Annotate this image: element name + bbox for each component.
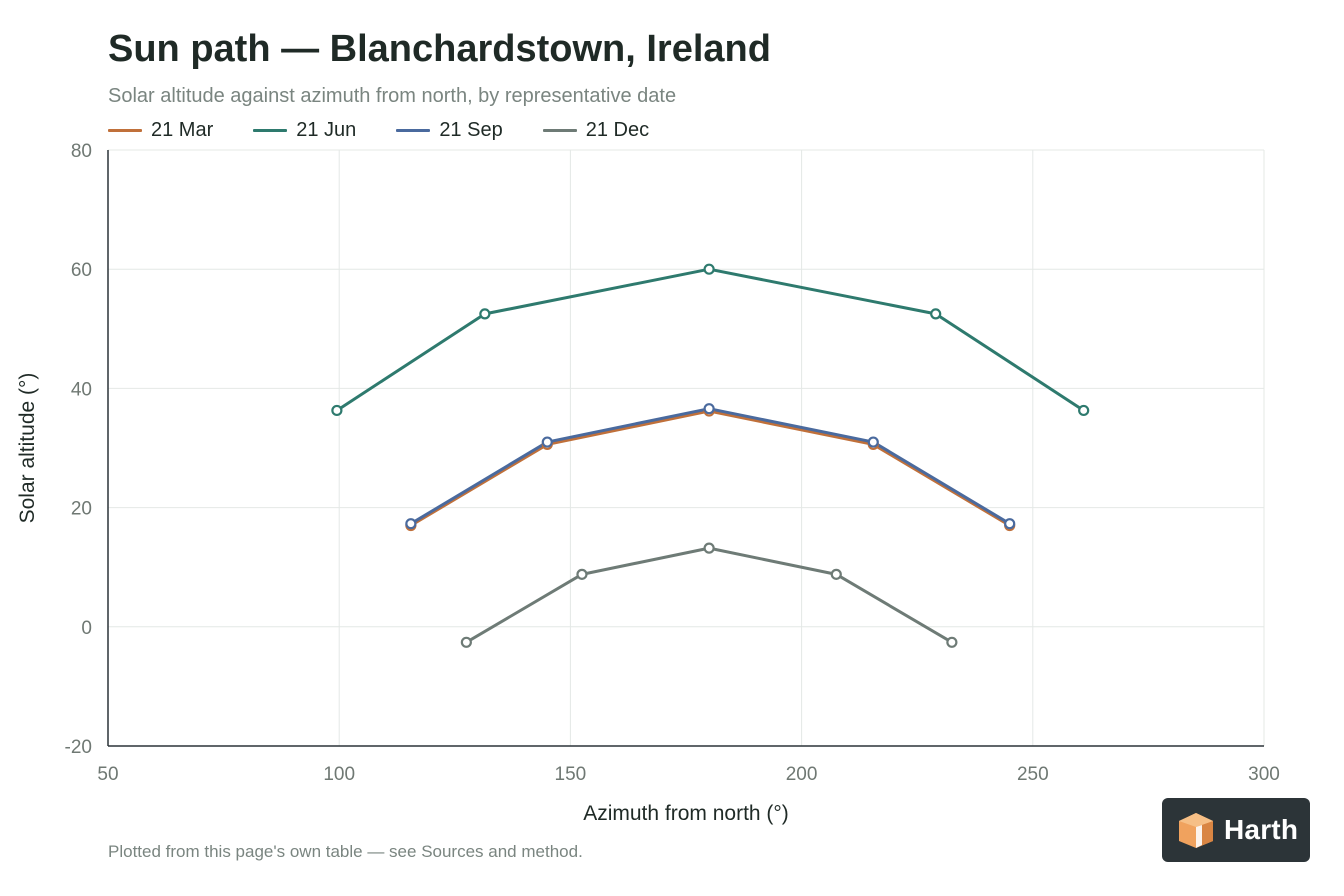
chart-subtitle: Solar altitude against azimuth from nort… (108, 85, 677, 107)
legend-item: 21 Jun (253, 119, 356, 142)
chart-legend: 21 Mar 21 Jun 21 Sep 21 Dec (108, 119, 649, 142)
y-tick-label: 40 (71, 379, 92, 400)
data-point-21-dec (576, 568, 588, 580)
y-tick-label: 60 (71, 260, 92, 281)
y-tick-label: 0 (81, 618, 92, 639)
data-point-21-jun (331, 404, 343, 417)
data-point-21-jun (479, 308, 491, 320)
x-tick-label: 50 (97, 764, 118, 785)
legend-swatch (253, 129, 288, 132)
y-tick-label: 80 (71, 141, 92, 162)
data-point-21-sep (405, 518, 417, 530)
legend-swatch (542, 129, 577, 132)
series-line-21-sep (409, 407, 1012, 526)
legend-swatch (396, 129, 431, 132)
data-point-21-dec (703, 542, 715, 554)
harth-logo-icon (1179, 813, 1213, 848)
data-point-21-sep (703, 403, 715, 415)
x-tick-label: 300 (1248, 764, 1280, 785)
data-point-21-dec (830, 568, 842, 580)
x-tick-label: 100 (323, 764, 355, 785)
data-point-21-jun (930, 308, 942, 320)
data-point-21-sep (541, 436, 553, 448)
legend-label: 21 Sep (439, 119, 503, 141)
data-point-21-sep (867, 436, 879, 448)
legend-swatch (108, 129, 142, 132)
y-axis-title: Solar altitude (°) (16, 373, 39, 524)
y-tick-label: -20 (65, 737, 92, 758)
series-line-21-dec (464, 546, 954, 644)
data-point-21-dec (946, 636, 958, 648)
data-point-21-sep (1004, 518, 1016, 530)
x-tick-label: 250 (1017, 764, 1049, 785)
legend-item: 21 Dec (542, 119, 650, 142)
x-tick-label: 200 (786, 764, 818, 785)
footnote: Plotted from this page's own table — see… (108, 842, 583, 861)
x-axis-title: Azimuth from north (°) (583, 802, 789, 825)
data-point-21-jun (703, 263, 715, 275)
legend-item: 21 Mar (108, 119, 213, 142)
x-tick-label: 150 (555, 764, 587, 785)
legend-item: 21 Sep (396, 119, 503, 142)
brand-name: Harth (1224, 814, 1299, 845)
data-point-21-dec (460, 636, 472, 648)
legend-label: 21 Mar (151, 119, 214, 141)
legend-label: 21 Dec (585, 119, 650, 141)
series-line-21-jun (335, 267, 1086, 412)
brand-badge[interactable]: Harth (1162, 798, 1310, 862)
chart-title: Sun path — Blanchardstown, Ireland (108, 28, 771, 70)
legend-label: 21 Jun (296, 119, 357, 141)
data-point-21-jun (1078, 404, 1090, 417)
y-tick-label: 20 (71, 499, 92, 520)
